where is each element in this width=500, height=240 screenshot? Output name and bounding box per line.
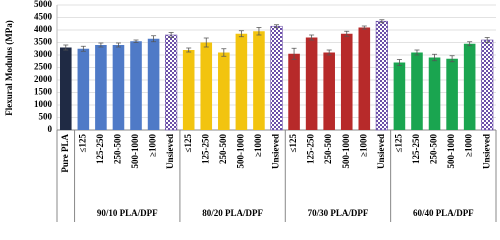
bar bbox=[411, 52, 423, 130]
bar bbox=[305, 37, 318, 130]
y-tick-label: 5000 bbox=[34, 0, 53, 9]
x-tick-label: ≤125 bbox=[77, 134, 87, 153]
error-bar bbox=[274, 24, 279, 29]
error-bar bbox=[379, 19, 385, 24]
x-tick-label: 125-250 bbox=[306, 134, 316, 164]
error-bar bbox=[168, 32, 174, 38]
x-tick-label: ≤125 bbox=[183, 134, 193, 153]
bar bbox=[288, 53, 300, 130]
group-label: 80/20 PLA/DPF bbox=[202, 208, 263, 218]
bar bbox=[200, 42, 213, 130]
bar bbox=[182, 50, 195, 130]
x-tick-label: ≤125 bbox=[393, 134, 403, 153]
error-bar bbox=[238, 30, 244, 38]
x-tick-label: Unsieved bbox=[376, 134, 386, 169]
bar bbox=[165, 34, 178, 131]
error-bar bbox=[449, 55, 455, 63]
error-bar bbox=[221, 48, 227, 57]
group-label: 90/10 PLA/DPF bbox=[97, 208, 158, 218]
x-tick-label: Unsieved bbox=[165, 134, 175, 169]
error-bar bbox=[344, 30, 350, 37]
error-bar bbox=[291, 47, 297, 60]
group-label: 70/30 PLA/DPF bbox=[308, 208, 369, 218]
bar bbox=[375, 20, 388, 131]
bar bbox=[218, 52, 230, 130]
group-label: 60/40 PLA/DPF bbox=[413, 208, 474, 218]
bar bbox=[481, 39, 494, 131]
y-axis-label: Flexural Modulus (MPa) bbox=[4, 20, 14, 116]
x-tick-label: Unsieved bbox=[481, 134, 491, 169]
bar bbox=[235, 33, 248, 130]
x-tick-label: ≤125 bbox=[288, 134, 298, 153]
bar bbox=[270, 25, 283, 131]
bar bbox=[446, 58, 458, 130]
x-tick-label: 250-500 bbox=[218, 134, 228, 164]
x-tick-label: ≥1000 bbox=[253, 134, 263, 157]
chart: Flexural Modulus (MPa) 0 500 1000 1500 2000 2… bbox=[4, 0, 497, 222]
error-bar bbox=[326, 49, 332, 56]
x-tick-label: 125-250 bbox=[411, 134, 421, 164]
x-tick-label: 250-500 bbox=[429, 134, 439, 164]
y-tick-label: 4000 bbox=[34, 24, 53, 34]
x-tick-label: 500-1000 bbox=[235, 134, 245, 169]
y-tick-label: 4500 bbox=[34, 12, 53, 22]
x-tick-label: 250-500 bbox=[323, 134, 333, 164]
bar bbox=[147, 38, 160, 130]
error-bar bbox=[133, 39, 139, 43]
error-bar bbox=[115, 42, 121, 48]
error-bar bbox=[396, 59, 402, 66]
x-tick-label: 125-250 bbox=[200, 134, 210, 164]
error-bar bbox=[63, 44, 69, 51]
bar bbox=[463, 43, 476, 130]
y-tick-label: 0 bbox=[48, 124, 53, 134]
x-tick-label: ≥1000 bbox=[148, 134, 158, 157]
y-tick-label: 3500 bbox=[34, 37, 53, 47]
error-bar bbox=[484, 37, 490, 43]
bar bbox=[340, 33, 353, 130]
error-bar bbox=[151, 35, 157, 43]
y-tick-label: 1000 bbox=[34, 99, 53, 109]
x-tick-label: 500-1000 bbox=[446, 134, 456, 169]
bar bbox=[428, 57, 441, 130]
bar bbox=[77, 48, 90, 130]
error-bar bbox=[186, 47, 192, 53]
x-tick-label: ≥1000 bbox=[358, 134, 368, 157]
error-bar bbox=[256, 27, 262, 36]
y-tick-label: 1500 bbox=[34, 87, 53, 97]
bar bbox=[253, 31, 265, 130]
bar bbox=[95, 45, 107, 130]
bar bbox=[112, 45, 125, 130]
error-bar bbox=[361, 25, 367, 30]
error-bar bbox=[432, 53, 438, 62]
error-bar bbox=[80, 45, 86, 52]
x-tick-label: 500-1000 bbox=[341, 134, 351, 169]
x-tick-label: 125-250 bbox=[95, 134, 105, 164]
y-tick-label: 2000 bbox=[34, 74, 53, 84]
error-bar bbox=[203, 37, 209, 48]
bar bbox=[130, 41, 142, 130]
bar bbox=[323, 52, 335, 130]
error-bar bbox=[309, 34, 315, 41]
error-bar bbox=[414, 49, 420, 56]
x-tick-label: 250-500 bbox=[113, 134, 123, 164]
y-tick-label: 500 bbox=[39, 112, 53, 122]
y-tick-label: 2500 bbox=[34, 62, 53, 72]
bar bbox=[59, 47, 72, 130]
error-bar bbox=[467, 41, 473, 47]
error-bar bbox=[98, 42, 104, 48]
bar bbox=[393, 62, 406, 130]
x-tick-label: Unsieved bbox=[271, 134, 281, 169]
y-tick-label: 3000 bbox=[34, 49, 53, 59]
x-tick-label: Pure PLA bbox=[60, 134, 70, 173]
x-tick-label: ≥1000 bbox=[464, 134, 474, 157]
bar bbox=[358, 27, 371, 130]
x-tick-label: 500-1000 bbox=[130, 134, 140, 169]
